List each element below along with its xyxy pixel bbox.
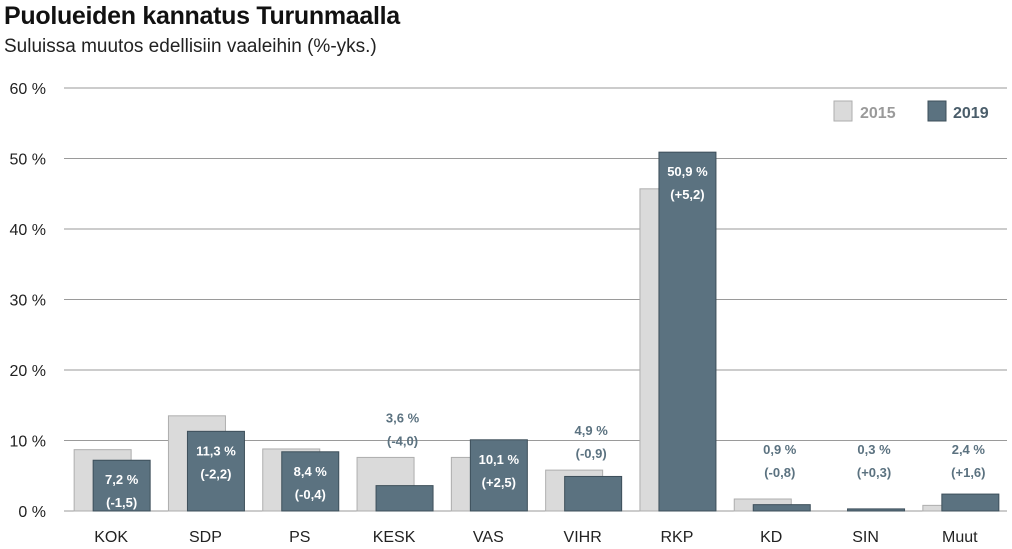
- x-category-label: VIHR: [564, 529, 602, 546]
- data-label-value: 3,6 %: [386, 410, 420, 425]
- x-category-label: VAS: [473, 529, 504, 546]
- data-label-value: 2,4 %: [952, 442, 986, 457]
- bar-2019: [564, 475, 623, 512]
- data-label-change: (+5,2): [670, 187, 704, 202]
- chart-title: Puolueiden kannatus Turunmaalla: [4, 2, 400, 30]
- bar-2019: [281, 451, 340, 512]
- data-label-value: 0,3 %: [857, 442, 891, 457]
- bar-2019: [375, 485, 434, 512]
- bar-2019: [847, 508, 906, 512]
- x-category-label: SIN: [852, 529, 879, 546]
- y-tick-label: 30 %: [10, 293, 46, 310]
- y-tick-label: 50 %: [10, 152, 46, 169]
- legend-swatch-2019: [927, 100, 947, 122]
- legend-swatch-2015: [833, 100, 853, 122]
- data-label-value: 4,9 %: [575, 423, 609, 438]
- y-tick-label: 60 %: [10, 81, 46, 98]
- bar-2019: [92, 459, 151, 512]
- chart-subtitle: Suluissa muutos edellisiin vaaleihin (%-…: [4, 36, 377, 57]
- y-tick-label: 0 %: [18, 504, 46, 521]
- data-label-change: (-2,2): [200, 466, 231, 481]
- data-label-change: (-4,0): [387, 433, 418, 448]
- data-label-change: (-0,4): [295, 487, 326, 502]
- bar-2019: [186, 430, 245, 512]
- bar-2019: [941, 493, 1000, 512]
- legend-label-2015: 2015: [860, 105, 896, 122]
- x-category-label: Muut: [942, 529, 978, 546]
- data-label-change: (-0,9): [576, 446, 607, 461]
- x-category-label: SDP: [189, 529, 222, 546]
- data-label-change: (+2,5): [482, 475, 516, 490]
- x-category-label: KESK: [373, 529, 416, 546]
- data-label-change: (+1,6): [951, 465, 985, 480]
- x-category-label: KOK: [94, 529, 128, 546]
- y-tick-label: 10 %: [10, 434, 46, 451]
- data-label-value: 50,9 %: [667, 164, 708, 179]
- y-tick-label: 20 %: [10, 363, 46, 380]
- x-category-label: PS: [289, 529, 310, 546]
- bar-2019: [752, 504, 811, 512]
- data-label-value: 11,3 %: [196, 443, 236, 458]
- x-category-label: KD: [760, 529, 782, 546]
- bar-2019: [658, 151, 717, 512]
- legend-label-2019: 2019: [953, 105, 989, 122]
- bar-2019: [469, 439, 528, 512]
- data-label-value: 10,1 %: [479, 452, 520, 467]
- data-label-value: 8,4 %: [294, 464, 328, 479]
- x-category-label: RKP: [660, 529, 693, 546]
- data-label-change: (-0,8): [764, 465, 795, 480]
- data-label-value: 7,2 %: [105, 472, 139, 487]
- data-label-change: (+0,3): [857, 465, 891, 480]
- data-label-value: 0,9 %: [763, 442, 797, 457]
- data-label-change: (-1,5): [106, 495, 137, 510]
- y-tick-label: 40 %: [10, 222, 46, 239]
